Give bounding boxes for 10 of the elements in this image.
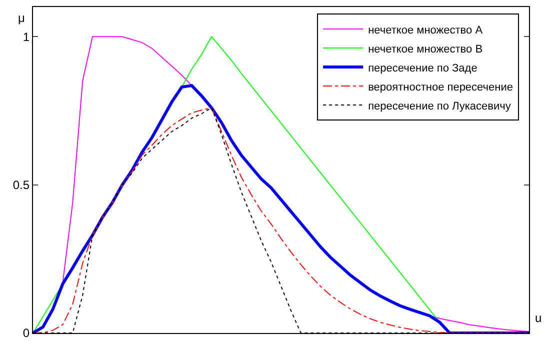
y-tick-label: 0.5: [12, 178, 30, 192]
y-tick-label: 0: [22, 326, 30, 340]
legend-label: нечеткое множество A: [368, 24, 484, 36]
y-axis-title: μ: [18, 11, 25, 25]
y-tick-label: 1: [22, 30, 30, 44]
legend-label: нечеткое множество B: [368, 43, 483, 56]
legend-label: вероятностное пересечение: [368, 81, 513, 94]
legend-label: пересечение по Лукасевичу: [368, 100, 512, 112]
legend-label: пересечение по Заде: [368, 62, 478, 74]
x-axis-title: u: [535, 311, 542, 325]
